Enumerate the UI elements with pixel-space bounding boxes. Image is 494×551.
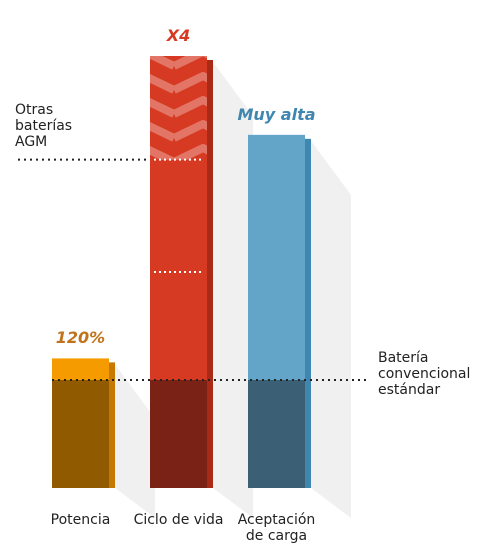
bar-side bbox=[207, 60, 213, 488]
bar-hatch bbox=[150, 56, 207, 160]
bar-shadow bbox=[311, 140, 351, 518]
reference-label: Otras baterías AGM bbox=[15, 101, 73, 150]
value-label: 120% bbox=[55, 328, 106, 348]
bar-shadow bbox=[115, 364, 155, 518]
bar-side bbox=[109, 362, 115, 488]
bar-base bbox=[150, 380, 207, 488]
category-label: Ciclo de vida bbox=[133, 512, 224, 528]
value-label: Muy alta bbox=[237, 104, 316, 124]
category-label: Potencia bbox=[50, 512, 111, 528]
value-label: X4 bbox=[166, 26, 191, 45]
bar-base bbox=[52, 380, 109, 488]
bar-shadow bbox=[213, 62, 253, 518]
reference-label: Batería convencional estándar bbox=[378, 350, 471, 398]
bar-side bbox=[305, 138, 311, 488]
bar-base bbox=[248, 380, 305, 488]
category-label: Aceptación de carga bbox=[237, 512, 316, 544]
